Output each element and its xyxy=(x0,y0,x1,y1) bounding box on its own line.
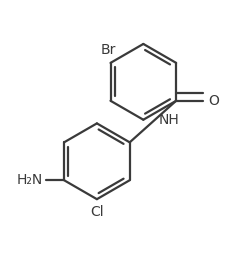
Text: Br: Br xyxy=(100,43,116,57)
Text: Cl: Cl xyxy=(90,205,104,219)
Text: NH: NH xyxy=(159,113,180,127)
Text: H₂N: H₂N xyxy=(17,173,43,187)
Text: O: O xyxy=(208,94,219,108)
